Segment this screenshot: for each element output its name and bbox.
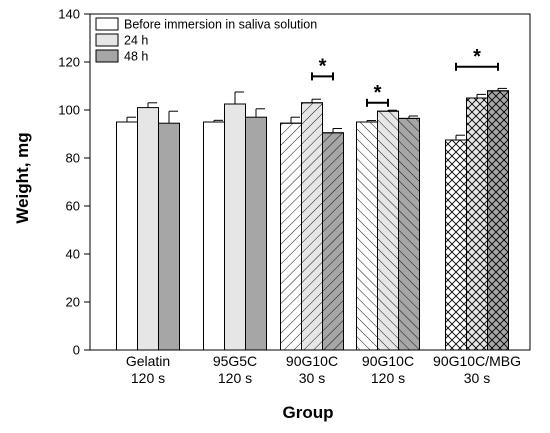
bar-group: [280, 98, 344, 351]
legend-item: 24 h: [95, 33, 148, 48]
bar-hatch: [322, 132, 344, 351]
significance-star: *: [374, 82, 382, 104]
x-tick-label: 120 s: [218, 370, 252, 386]
significance-star: *: [319, 55, 327, 77]
legend-swatch: [95, 33, 119, 47]
bar-hatch: [398, 117, 420, 351]
bar-hatch: [487, 90, 509, 351]
bar-hatch: [280, 122, 302, 351]
x-axis-title: Group: [283, 403, 334, 422]
y-tick-label: 100: [58, 103, 80, 118]
bar: [245, 116, 267, 351]
y-tick-label: 120: [58, 55, 80, 70]
y-tick-label: 60: [66, 199, 80, 214]
legend-label: Before immersion in saliva solution: [124, 18, 317, 32]
bar: [116, 121, 138, 351]
legend-swatch: [95, 17, 119, 31]
x-tick-label: 90G10C: [362, 353, 414, 369]
bar-hatch: [301, 102, 323, 351]
significance-marker: *: [311, 55, 334, 81]
y-axis-title: Weight, mg: [13, 132, 32, 223]
x-tick-label: 30 s: [464, 370, 490, 386]
x-tick-label: 30 s: [299, 370, 325, 386]
bar-group: [445, 87, 509, 351]
bar-hatch: [445, 139, 467, 351]
legend-item: Before immersion in saliva solution: [95, 17, 317, 32]
legend: Before immersion in saliva solution 24 h 4…: [95, 17, 317, 64]
bar: [224, 103, 246, 351]
bar-hatch: [356, 121, 378, 351]
y-tick-label: 40: [66, 247, 80, 262]
significance-layer: * * *: [311, 46, 499, 107]
legend-label: 24 h: [124, 34, 148, 48]
bar-hatch: [377, 110, 399, 351]
y-tick-label: 20: [66, 295, 80, 310]
significance-star: *: [473, 46, 481, 68]
bar-hatch: [466, 97, 488, 351]
bar-group: [356, 109, 420, 351]
x-tick-label: Gelatin: [126, 353, 170, 369]
y-tick-label: 140: [58, 7, 80, 22]
x-tick-label: 90G10C: [286, 353, 338, 369]
bar: [137, 107, 159, 351]
bar-group: [203, 91, 267, 351]
x-tick-label: 95G5C: [213, 353, 257, 369]
y-tick-label: 80: [66, 151, 80, 166]
significance-marker: *: [455, 46, 499, 71]
x-tick-label: 90G10C/MBG: [433, 353, 521, 369]
significance-marker: *: [366, 82, 389, 107]
legend-item: 48 h: [95, 49, 148, 64]
bar-group: [116, 102, 180, 351]
legend-label: 48 h: [124, 50, 148, 64]
y-tick-label: 0: [73, 343, 80, 358]
bar: [203, 121, 225, 351]
bar: [158, 122, 180, 351]
x-tick-label: 120 s: [131, 370, 165, 386]
legend-swatch: [95, 49, 119, 63]
x-tick-label: 120 s: [371, 370, 405, 386]
